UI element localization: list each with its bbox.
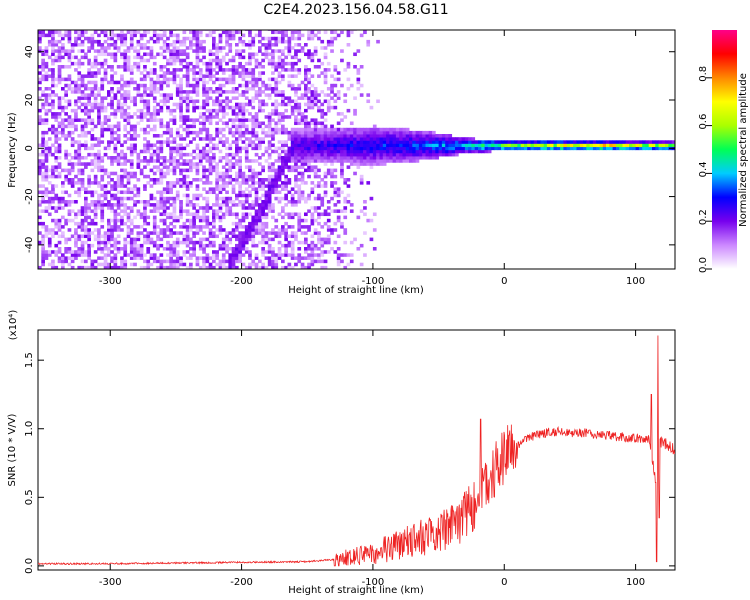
x-tick: -200 (230, 330, 253, 588)
y-tick: 0.5 (24, 489, 675, 505)
colorbar-tick-label: 0.6 (698, 114, 709, 130)
snr-series-line (38, 335, 675, 567)
colorbar: 0.0 0.2 0.4 0.6 0.8 Normalized spectral ampl… (698, 30, 749, 273)
spectrogram-x-label: Height of straight line (km) (288, 285, 424, 296)
y-tick-label: 1.0 (24, 421, 35, 437)
colorbar-ticks: 0.0 0.2 0.4 0.6 0.8 (698, 66, 712, 273)
y-tick-label: -40 (24, 237, 35, 253)
y-tick: 0 (24, 145, 675, 151)
x-tick-label: 0 (501, 577, 507, 588)
snr-panel: -300 -200 -100 0 100 0.0 0.5 1.0 1.5 Height of … (7, 310, 676, 596)
y-tick-label: 0.5 (24, 489, 35, 505)
colorbar-tick-label: 0.8 (698, 66, 709, 82)
spectrogram-frame (37, 29, 676, 270)
y-tick: 20 (24, 94, 675, 107)
snr-y-ticks: 0.0 0.5 1.0 1.5 (24, 352, 675, 574)
colorbar-tick-label: 0.4 (698, 161, 709, 177)
snr-y-label: SNR (10 * V/V) (7, 413, 18, 486)
x-tick-label: -100 (362, 577, 385, 588)
y-tick: 0.0 (24, 558, 675, 574)
x-tick: 100 (626, 330, 645, 588)
y-tick: 1.5 (24, 352, 675, 368)
y-tick: -20 (24, 188, 675, 205)
colorbar-tick: 0.2 (698, 209, 712, 225)
x-tick-label: -100 (362, 276, 385, 287)
x-tick: -100 (362, 330, 385, 588)
colorbar-gradient (712, 30, 737, 269)
x-tick-label: -200 (230, 276, 253, 287)
spectrogram-x-ticks: -300 -200 -100 0 100 (99, 30, 645, 287)
y-tick-label: 0 (24, 145, 35, 151)
y-tick: 1.0 (24, 421, 675, 437)
y-tick-label: 1.5 (24, 352, 35, 368)
colorbar-tick: 0.0 (698, 257, 712, 273)
x-tick: 0 (501, 30, 507, 287)
x-tick: 0 (501, 330, 507, 588)
x-tick: -100 (362, 30, 385, 287)
snr-x-label: Height of straight line (km) (288, 585, 424, 596)
colorbar-tick-label: 0.0 (698, 257, 709, 273)
colorbar-tick: 0.8 (698, 66, 712, 82)
y-tick: -40 (24, 237, 675, 253)
y-tick-label: -20 (24, 188, 35, 204)
x-tick: -300 (99, 330, 122, 588)
y-tick-label: 20 (24, 94, 35, 107)
snr-frame (37, 329, 676, 571)
spectrogram-y-ticks: -40 -20 0 20 40 (24, 45, 675, 253)
y-tick-label: 40 (24, 45, 35, 58)
figure-title: C2E4.2023.156.04.58.G11 (263, 2, 448, 18)
x-tick: 100 (626, 30, 645, 287)
y-tick: 40 (24, 45, 675, 58)
colorbar-tick: 0.6 (698, 114, 712, 130)
colorbar-tick-label: 0.2 (698, 209, 709, 225)
y-tick-label: 0.0 (24, 558, 35, 574)
x-tick-label: -300 (99, 276, 122, 287)
x-tick-label: 100 (626, 577, 645, 588)
heatmap-cells (38, 30, 675, 269)
spectrogram-y-label: Frequency (Hz) (7, 112, 18, 188)
colorbar-tick: 0.4 (698, 161, 712, 177)
x-tick-label: -300 (99, 577, 122, 588)
x-tick-label: 100 (626, 276, 645, 287)
snr-multiplier: (x10⁴) (8, 310, 19, 341)
x-tick: -300 (99, 30, 122, 287)
x-tick-label: 0 (501, 276, 507, 287)
snr-x-ticks: -300 -200 -100 0 100 (99, 330, 645, 588)
x-tick: -200 (230, 30, 253, 287)
x-tick-label: -200 (230, 577, 253, 588)
colorbar-label: Normalized spectral amplitude (738, 73, 749, 227)
